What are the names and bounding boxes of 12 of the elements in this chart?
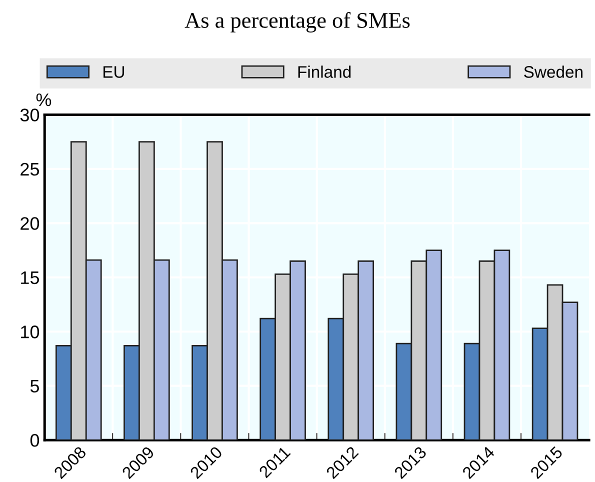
legend-label: Finland <box>298 66 351 78</box>
chart-title: As a percentage of SMEs <box>184 12 410 32</box>
y-tick-label: 0 <box>30 434 40 447</box>
legend-label: EU <box>104 66 124 78</box>
y-axis-title: % <box>36 94 52 106</box>
y-tick-label: 5 <box>30 380 40 393</box>
y-tick-label: 10 <box>21 326 40 338</box>
y-tick-label: 25 <box>20 162 40 176</box>
y-tick-label: 30 <box>20 108 40 122</box>
y-tick-label: 20 <box>20 217 40 230</box>
y-tick-label: 15 <box>21 272 40 284</box>
legend-label: Sweden <box>524 66 582 78</box>
